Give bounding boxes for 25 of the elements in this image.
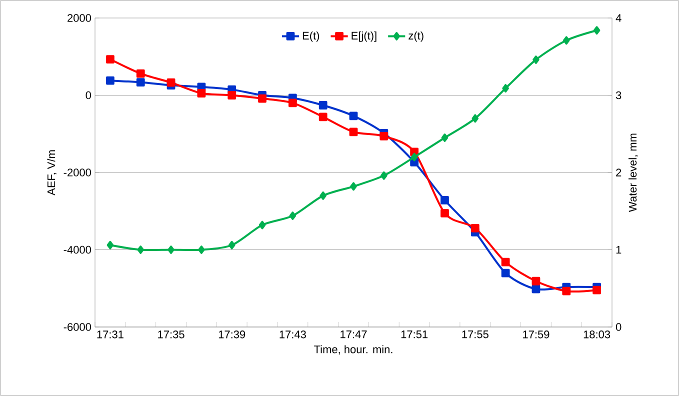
- y-tick-label: -6000: [64, 323, 92, 331]
- x-tick-label: 17:43: [280, 330, 306, 338]
- x-tick-label: 17:35: [158, 330, 184, 338]
- y2-axis-title: Water level, mm: [628, 134, 638, 212]
- y-axis-title: AEF, V/m: [47, 150, 56, 196]
- y2-tick-label: 2: [616, 168, 622, 176]
- y2-tick-label: 0: [616, 323, 622, 331]
- y2-tick-label: 1: [616, 246, 622, 254]
- x-tick-label: 17:47: [340, 330, 367, 338]
- y-tick-label: 2000: [68, 14, 92, 22]
- y-tick-label: 0: [86, 91, 92, 100]
- x-axis-title: Time, hour. min.: [314, 345, 392, 355]
- x-tick-label: 17:59: [523, 330, 550, 338]
- y-tick-label: -2000: [64, 168, 92, 176]
- x-tick-label: 17:51: [401, 330, 428, 338]
- x-tick-label: 17:31: [97, 330, 124, 338]
- legend-label: E(t): [302, 31, 320, 42]
- y2-tick-label: 4: [616, 14, 622, 22]
- x-tick-label: 18:03: [584, 330, 610, 338]
- x-tick-label: 17:55: [462, 330, 488, 338]
- legend-label: E[j(t)]: [352, 31, 376, 42]
- legend-label: z(t): [408, 31, 424, 42]
- y2-tick-label: 3: [616, 91, 622, 100]
- x-tick-label: 17:39: [218, 330, 246, 338]
- y-tick-label: -4000: [64, 246, 92, 254]
